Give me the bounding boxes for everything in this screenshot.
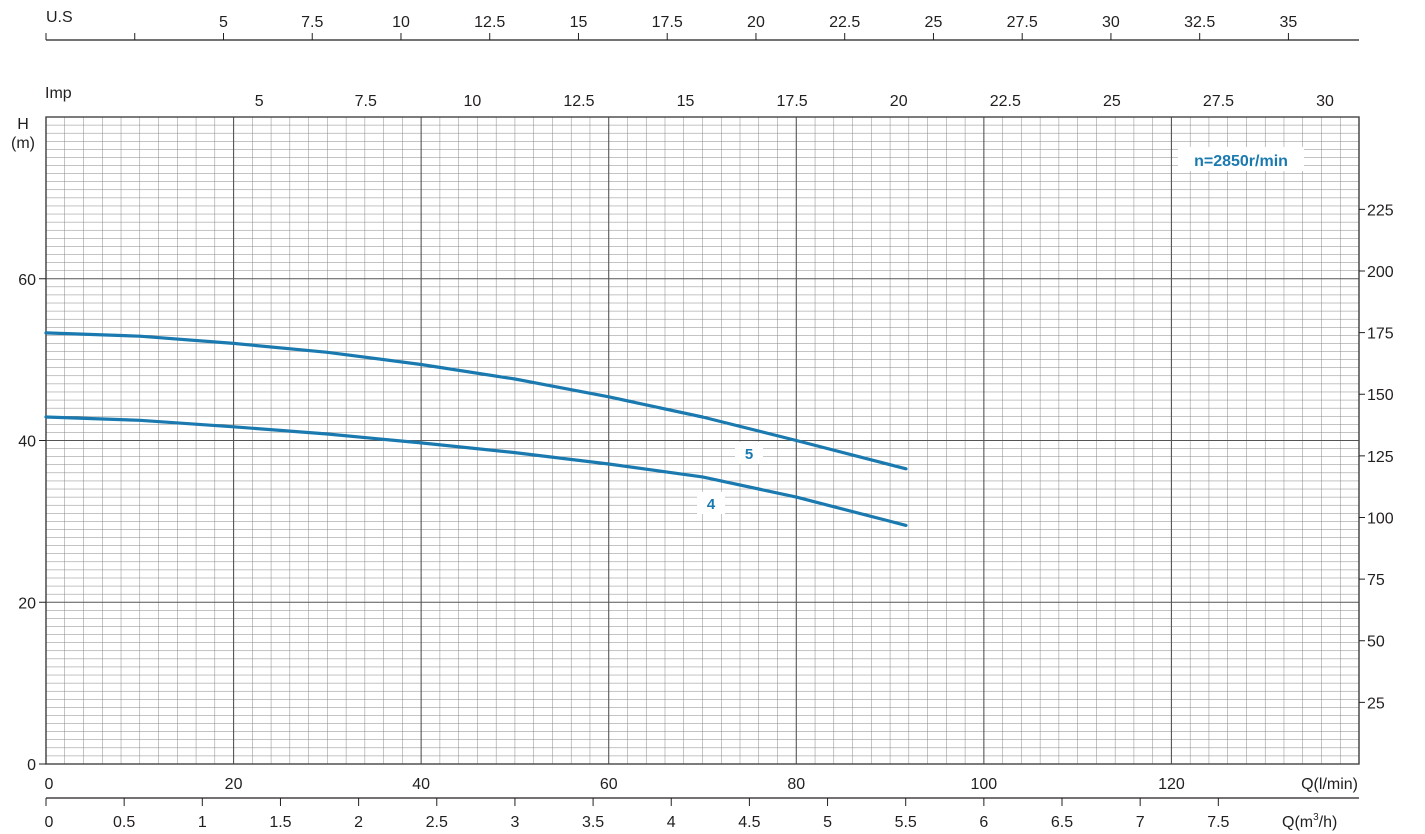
x-m3h-tick-label: 2.5 (426, 814, 448, 831)
x-m3h-tick-label: 3.5 (582, 814, 604, 831)
x-m3h-tick-label: 2 (354, 814, 363, 831)
curve-5-label-bg (735, 442, 763, 464)
y2-tick-label: 175 (1367, 326, 1394, 343)
curve-4 (44, 415, 908, 527)
x-lmin-tick-label: 0 (45, 776, 54, 793)
curve-4-label: 4 (707, 496, 716, 513)
x-m3h-tick-label: 4 (667, 814, 676, 831)
x-us-tick-label: 32.5 (1184, 14, 1215, 31)
y-tick-label: 20 (18, 595, 36, 612)
x-us-tick-label: 27.5 (1007, 14, 1038, 31)
us-axis-title: U.S (46, 9, 73, 26)
x-m3h-tick-label: 6 (979, 814, 988, 831)
speed-label-bg (1178, 147, 1304, 171)
x-lmin-tick-label: 20 (225, 776, 243, 793)
x-imp-tick-label: 5 (255, 93, 264, 110)
y2-tick-label: 50 (1367, 634, 1385, 651)
x-us-tick-label: 5 (219, 14, 228, 31)
x-lmin-tick-label: 40 (412, 776, 430, 793)
x-m3h-tick-label: 7.5 (1207, 814, 1229, 831)
y-axis-title-h: H (17, 116, 29, 133)
x-axis-title-m3h: Q(m3/h) (1282, 812, 1337, 831)
x-us-tick-label: 10 (392, 14, 410, 31)
y-tick-label: 40 (18, 434, 36, 451)
x-us-tick-label: 30 (1102, 14, 1120, 31)
y2-tick-label: 125 (1367, 449, 1394, 466)
x-us-tick-label: 12.5 (474, 14, 505, 31)
y2-tick-label: 75 (1367, 572, 1385, 589)
x-imp-tick-label: 12.5 (563, 93, 594, 110)
y-axis-title-unit: (m) (11, 135, 35, 152)
y2-tick-label: 200 (1367, 264, 1394, 281)
x-m3h-tick-label: 7 (1136, 814, 1145, 831)
x-m3h-tick-label: 1.5 (269, 814, 291, 831)
x-imp-tick-label: 20 (890, 93, 908, 110)
x-lmin-tick-label: 120 (1158, 776, 1185, 793)
x-m3h-tick-label: 0.5 (113, 814, 135, 831)
y2-tick-label: 25 (1367, 695, 1385, 712)
imp-axis-title: Imp (45, 85, 72, 102)
x-imp-tick-label: 27.5 (1203, 93, 1234, 110)
speed-label: n=2850r/min (1194, 153, 1288, 170)
x-us-tick-label: 35 (1280, 14, 1298, 31)
x-imp-tick-label: 7.5 (355, 93, 377, 110)
x-imp-tick-label: 17.5 (777, 93, 808, 110)
x-m3h-tick-label: 4.5 (738, 814, 760, 831)
x-us-tick-label: 25 (925, 14, 943, 31)
x-imp-tick-label: 25 (1103, 93, 1121, 110)
curves (44, 331, 908, 527)
x-m3h-tick-label: 6.5 (1051, 814, 1073, 831)
x-axis-title-lmin: Q(l/min) (1301, 776, 1358, 793)
x-lmin-tick-label: 80 (787, 776, 805, 793)
x-us-tick-label: 17.5 (652, 14, 683, 31)
x-imp-tick-label: 30 (1316, 93, 1334, 110)
x-lmin-tick-label: 100 (971, 776, 998, 793)
x-us-tick-label: 7.5 (301, 14, 323, 31)
x-us-tick-label: 20 (747, 14, 765, 31)
x-us-tick-label: 15 (570, 14, 588, 31)
y-tick-label: 60 (18, 272, 36, 289)
x-lmin-tick-label: 60 (600, 776, 618, 793)
x-m3h-tick-label: 5.5 (895, 814, 917, 831)
curve-4-label-bg (697, 492, 725, 514)
x-imp-tick-label: 15 (677, 93, 695, 110)
y-tick-label: 0 (27, 757, 36, 774)
x-imp-tick-label: 10 (463, 93, 481, 110)
y2-tick-label: 225 (1367, 202, 1394, 219)
curve-5 (44, 331, 908, 471)
y2-tick-label: 100 (1367, 510, 1394, 527)
x-m3h-tick-label: 1 (198, 814, 207, 831)
x-us-tick-label: 22.5 (829, 14, 860, 31)
x-m3h-tick-label: 0 (45, 814, 54, 831)
x-m3h-tick-label: 5 (823, 814, 832, 831)
y2-tick-label: 150 (1367, 387, 1394, 404)
x-m3h-tick-label: 3 (510, 814, 519, 831)
x-imp-tick-label: 22.5 (990, 93, 1021, 110)
curve-5-label: 5 (745, 446, 753, 463)
